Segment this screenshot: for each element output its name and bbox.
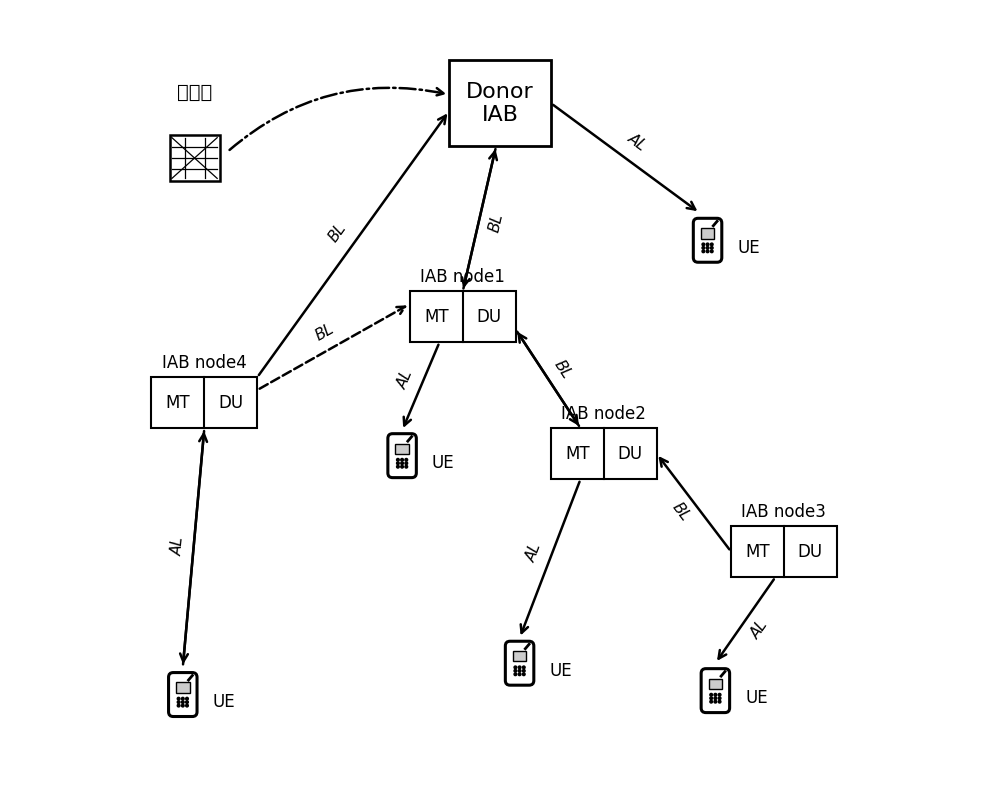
Circle shape [714, 700, 717, 703]
Text: IAB node1: IAB node1 [420, 268, 505, 285]
Text: UE: UE [213, 693, 235, 711]
Circle shape [710, 700, 713, 703]
Text: MT: MT [424, 307, 449, 325]
Text: AL: AL [394, 368, 416, 391]
Text: BL: BL [326, 221, 349, 244]
Circle shape [405, 462, 408, 465]
Text: BL: BL [487, 211, 506, 233]
Circle shape [186, 697, 188, 700]
Text: 核心网: 核心网 [177, 83, 212, 101]
Bar [449, 61, 551, 146]
Circle shape [518, 673, 521, 676]
Circle shape [714, 697, 717, 700]
Text: DU: DU [218, 394, 243, 412]
Circle shape [514, 670, 517, 672]
Circle shape [177, 704, 180, 707]
Text: MT: MT [166, 394, 190, 412]
Text: AL: AL [524, 541, 544, 564]
Circle shape [177, 697, 180, 700]
Circle shape [718, 697, 721, 700]
Circle shape [522, 670, 525, 672]
Circle shape [706, 247, 709, 249]
Circle shape [181, 704, 184, 707]
Circle shape [405, 465, 408, 468]
Text: UE: UE [737, 239, 760, 257]
Circle shape [397, 462, 399, 465]
Circle shape [706, 243, 709, 246]
Circle shape [186, 701, 188, 703]
FancyBboxPatch shape [505, 641, 534, 685]
Circle shape [718, 700, 721, 703]
Text: UE: UE [745, 689, 768, 707]
Text: IAB node3: IAB node3 [741, 503, 826, 520]
Circle shape [714, 693, 717, 696]
Circle shape [518, 670, 521, 672]
Circle shape [710, 247, 713, 249]
Text: DU: DU [798, 542, 823, 560]
FancyBboxPatch shape [169, 673, 197, 717]
Circle shape [397, 458, 399, 461]
Text: MT: MT [745, 542, 770, 560]
FancyBboxPatch shape [388, 434, 416, 478]
Bar [701, 228, 714, 238]
Circle shape [522, 666, 525, 669]
Circle shape [186, 704, 188, 707]
Circle shape [181, 697, 184, 700]
Circle shape [710, 243, 713, 246]
Text: BL: BL [313, 321, 337, 343]
Text: IAB node2: IAB node2 [561, 405, 646, 423]
Text: UE: UE [432, 454, 454, 472]
Circle shape [518, 666, 521, 669]
Circle shape [522, 673, 525, 676]
Text: BL: BL [551, 358, 574, 381]
Text: AL: AL [170, 536, 186, 556]
Circle shape [177, 701, 180, 703]
Text: AL: AL [748, 618, 771, 642]
Text: Donor
IAB: Donor IAB [466, 82, 534, 125]
Circle shape [710, 250, 713, 252]
Circle shape [702, 247, 705, 249]
Circle shape [401, 458, 403, 461]
Circle shape [514, 673, 517, 676]
Text: AL: AL [625, 130, 649, 154]
Text: BL: BL [670, 500, 693, 524]
Circle shape [702, 243, 705, 246]
Circle shape [401, 465, 403, 468]
Circle shape [706, 250, 709, 252]
Circle shape [397, 465, 399, 468]
Bar [410, 291, 516, 342]
Text: UE: UE [549, 662, 572, 680]
Bar [176, 682, 190, 692]
Text: DU: DU [477, 307, 502, 325]
Text: DU: DU [618, 445, 643, 463]
Circle shape [718, 693, 721, 696]
Circle shape [401, 462, 403, 465]
FancyBboxPatch shape [701, 669, 730, 713]
Circle shape [702, 250, 705, 252]
Bar [551, 428, 657, 479]
FancyBboxPatch shape [693, 219, 722, 263]
Circle shape [181, 701, 184, 703]
Circle shape [405, 458, 408, 461]
Text: MT: MT [565, 445, 590, 463]
Bar [395, 443, 409, 454]
Circle shape [514, 666, 517, 669]
Circle shape [710, 693, 713, 696]
Circle shape [710, 697, 713, 700]
Text: IAB node4: IAB node4 [162, 354, 247, 372]
Bar [151, 377, 257, 428]
Bar [709, 678, 722, 689]
Bar [731, 526, 837, 577]
Bar [513, 651, 526, 662]
Bar [170, 135, 220, 181]
